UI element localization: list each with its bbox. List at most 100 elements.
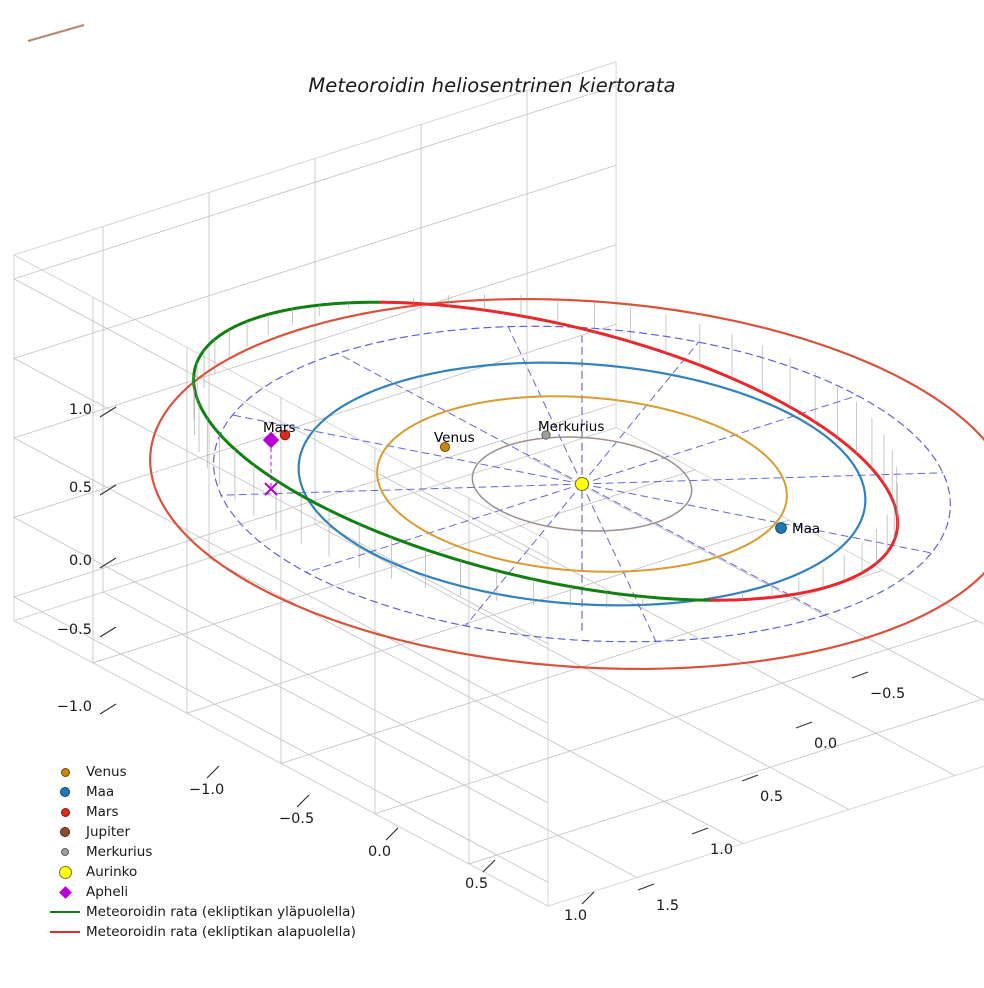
legend-item-label: Meteoroidin rata (ekliptikan alapuolella… — [86, 924, 356, 940]
legend-item-meteoroidin-rata-ekliptikan-yl-puolella[interactable]: Meteoroidin rata (ekliptikan yläpuolella… — [44, 902, 364, 922]
legend-marker-diamond-icon — [58, 885, 72, 899]
x-tick-label-2: 0.0 — [368, 844, 392, 860]
legend-key-marker — [44, 827, 86, 837]
merkurius-orbit — [471, 436, 693, 532]
marker-venus — [439, 441, 451, 453]
axis-pane-floor — [13, 427, 984, 907]
legend-marker-circle-icon — [61, 848, 69, 856]
y-tick-label-1: 0.0 — [814, 736, 838, 752]
legend-item-merkurius[interactable]: Merkurius — [44, 842, 364, 862]
legend-item-apheli[interactable]: Apheli — [44, 882, 364, 902]
legend-key-marker — [44, 848, 86, 856]
ecliptic-radial-spoke — [581, 483, 657, 642]
label-maa: Maa — [792, 521, 821, 537]
z-tick-mark — [99, 406, 117, 418]
legend-item-label: Maa — [86, 784, 115, 800]
grid-line-back-h — [13, 85, 617, 280]
ecliptic-radial-spoke — [581, 472, 944, 485]
grid-line-left-h — [13, 437, 549, 724]
legend-item-label: Merkurius — [86, 844, 153, 860]
maa-orbit — [297, 361, 867, 607]
legend-key-marker — [44, 865, 86, 879]
z-tick-label-4: −1.0 — [56, 699, 92, 715]
grid-line-floor-y — [102, 591, 638, 878]
y-tick-label-2: 0.5 — [760, 789, 784, 805]
page-title: Meteoroidin heliosentrinen kiertorata — [308, 74, 676, 97]
legend-key-line — [44, 930, 86, 934]
legend-item-meteoroidin-rata-ekliptikan-alapuolella[interactable]: Meteoroidin rata (ekliptikan alapuolella… — [44, 922, 364, 942]
y-tick-mark — [741, 774, 759, 782]
z-tick-mark — [99, 557, 117, 569]
y-tick-mark — [691, 827, 709, 835]
venus-orbit — [376, 395, 788, 573]
marker-aphelion-projection — [264, 482, 278, 496]
mars-orbit — [149, 297, 984, 671]
grid-line-back-h — [13, 244, 617, 439]
marker-mars — [279, 429, 291, 441]
legend-item-jupiter[interactable]: Jupiter — [44, 822, 364, 842]
legend-marker-circle-icon — [60, 767, 70, 777]
legend-item-label: Mars — [86, 804, 119, 820]
legend-item-maa[interactable]: Maa — [44, 782, 364, 802]
x-tick-label-4: 1.0 — [564, 908, 588, 924]
meteoroid-orbit-below-ecliptic — [378, 300, 900, 602]
legend-marker-line-icon — [50, 930, 80, 934]
marker-maa — [775, 522, 787, 534]
x-tick-mark — [581, 891, 595, 905]
legend-key-marker — [44, 767, 86, 777]
y-tick-label-3: 1.0 — [710, 842, 734, 858]
grid-line-left-h — [13, 596, 549, 883]
legend: Venus Maa Mars Jupiter Merkurius Aurinko Aphel… — [44, 762, 364, 942]
legend-marker-line-icon — [50, 910, 80, 914]
legend-marker-circle-icon — [60, 807, 70, 817]
label-merkurius: Merkurius — [538, 419, 605, 435]
grid-line-back-h — [13, 323, 617, 518]
legend-marker-circle-icon — [58, 865, 72, 879]
legend-marker-circle-icon — [60, 827, 70, 837]
y-tick-label-4: 1.5 — [656, 898, 680, 914]
y-tick-mark — [637, 883, 655, 891]
ecliptic-radial-spoke — [581, 483, 827, 616]
legend-item-label: Apheli — [86, 884, 129, 900]
legend-key-marker — [44, 885, 86, 899]
legend-key-marker — [44, 807, 86, 817]
legend-item-aurinko[interactable]: Aurinko — [44, 862, 364, 882]
legend-item-label: Jupiter — [86, 824, 131, 840]
grid-line-floor-x — [374, 620, 978, 815]
ecliptic-radial-spoke — [581, 395, 859, 485]
legend-item-label: Aurinko — [86, 864, 138, 880]
x-tick-mark — [206, 765, 220, 779]
ecliptic-radial-spoke — [220, 483, 583, 496]
y-tick-label-0: −0.5 — [870, 686, 906, 702]
legend-item-venus[interactable]: Venus — [44, 762, 364, 782]
marker-merkurius — [541, 430, 551, 440]
label-mars: Mars — [263, 420, 296, 436]
z-tick-label-0: 1.0 — [68, 402, 92, 418]
legend-item-mars[interactable]: Mars — [44, 802, 364, 822]
legend-key-marker — [44, 787, 86, 797]
z-tick-mark — [99, 626, 117, 638]
label-venus: Venus — [434, 430, 475, 446]
z-tick-label-1: 0.5 — [68, 480, 92, 496]
grid-line-back-h — [13, 164, 617, 359]
x-tick-mark — [385, 827, 399, 841]
ecliptic-radial-spoke — [581, 483, 932, 554]
marker-apheli — [262, 431, 280, 449]
grid-line-left-h — [13, 357, 549, 645]
jupiter-orbit-fragment — [27, 23, 85, 43]
ecliptic-radial-spoke — [507, 326, 583, 485]
z-tick-label-2: 0.0 — [68, 553, 92, 569]
ecliptic-radial-spoke — [337, 352, 583, 485]
grid-line-left-h — [13, 516, 549, 804]
legend-item-label: Meteoroidin rata (ekliptikan yläpuolella… — [86, 904, 356, 920]
z-tick-mark — [99, 484, 117, 496]
y-tick-mark — [795, 721, 813, 729]
y-tick-mark — [851, 671, 869, 679]
ecliptic-radial-spoke — [465, 483, 583, 627]
z-tick-mark — [99, 703, 117, 715]
ecliptic-radial-spoke — [305, 483, 583, 573]
marker-aurinko — [575, 477, 589, 491]
grid-line-back-h — [13, 403, 617, 598]
